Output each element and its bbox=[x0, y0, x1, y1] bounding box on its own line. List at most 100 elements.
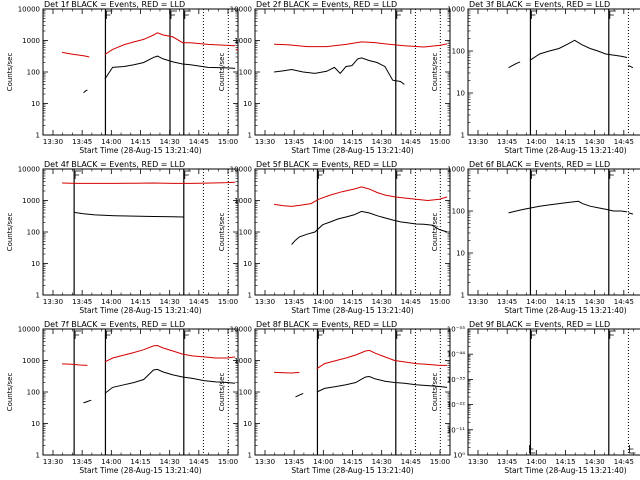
events-series-line bbox=[628, 212, 634, 215]
y-tick-label: 10⁻³³ bbox=[447, 376, 465, 384]
x-tick-label: 13:30 bbox=[255, 138, 275, 146]
y-tick-label: 10 bbox=[243, 420, 252, 428]
x-tick-label: 15:00 bbox=[218, 458, 238, 466]
x-tick-label: 13:45 bbox=[72, 138, 92, 146]
lld-series-line bbox=[286, 49, 309, 57]
x-tick-label: 14:00 bbox=[101, 298, 121, 306]
x-tick-label: 14:00 bbox=[101, 458, 121, 466]
lld-series-line bbox=[62, 181, 236, 184]
y-tick-label: 1 bbox=[36, 132, 40, 140]
marker-flag bbox=[170, 10, 177, 19]
y-tick-label: 10000 bbox=[230, 326, 252, 334]
chart-panel-1: Det 1f BLACK = Events, RED = LLD Counts/s… bbox=[6, 0, 309, 155]
chart-title: Det 7f BLACK = Events, RED = LLD bbox=[44, 320, 185, 329]
x-tick-label: 15:00 bbox=[430, 458, 450, 466]
chart-title: Det 6f BLACK = Events, RED = LLD bbox=[469, 160, 610, 169]
y-tick-label: 10000 bbox=[230, 6, 252, 14]
lld-series-line bbox=[316, 349, 448, 370]
x-tick-label: 14:00 bbox=[313, 298, 333, 306]
events-series-line bbox=[628, 65, 634, 69]
x-tick-label: 14:45 bbox=[614, 458, 634, 466]
chart-title: Det 3f BLACK = Events, RED = LLD bbox=[469, 0, 610, 9]
marker-flag bbox=[74, 330, 82, 339]
y-tick-label: 10⁻⁵⁵ bbox=[447, 326, 465, 334]
y-axis-label: Counts/sec bbox=[6, 373, 14, 412]
x-tick-label: 14:30 bbox=[160, 458, 180, 466]
x-tick-label: 14:00 bbox=[526, 298, 546, 306]
x-tick-label: 13:45 bbox=[497, 298, 517, 306]
lld-series-line bbox=[235, 48, 238, 51]
y-tick-label: 100 bbox=[452, 48, 465, 56]
chart-panel-5: Det 5f BLACK = Events, RED = LLD Counts/s… bbox=[218, 160, 521, 315]
x-tick-label: 14:00 bbox=[313, 138, 333, 146]
x-tick-label: 14:45 bbox=[614, 138, 634, 146]
lld-series-line bbox=[104, 344, 236, 363]
y-tick-label: 100 bbox=[239, 229, 252, 237]
x-tick-label: 14:15 bbox=[555, 298, 575, 306]
y-tick-label: 1000 bbox=[22, 357, 40, 365]
marker-flag bbox=[184, 10, 191, 19]
x-tick-label: 14:15 bbox=[342, 298, 362, 306]
y-tick-label: 10 bbox=[31, 260, 40, 268]
y-tick-label: 100 bbox=[452, 208, 465, 216]
x-tick-label: 14:45 bbox=[189, 458, 209, 466]
x-tick-label: 13:30 bbox=[43, 458, 63, 466]
plot-frame bbox=[42, 168, 239, 296]
x-tick-label: 14:45 bbox=[189, 138, 209, 146]
y-tick-label: 1 bbox=[461, 292, 465, 300]
chart-title: Det 4f BLACK = Events, RED = LLD bbox=[44, 160, 185, 169]
events-series-line bbox=[286, 406, 292, 407]
x-axis-label: Start Time (28-Aug-15 13:21:40) bbox=[79, 146, 201, 155]
events-series-line bbox=[74, 211, 184, 218]
y-tick-label: 10 bbox=[456, 90, 465, 98]
lld-series-line bbox=[498, 203, 521, 207]
y-axis-label: Counts/sec bbox=[431, 53, 439, 92]
x-tick-label: 14:30 bbox=[372, 458, 392, 466]
x-tick-label: 14:15 bbox=[555, 458, 575, 466]
marker-flag bbox=[396, 170, 403, 179]
x-tick-label: 13:30 bbox=[43, 138, 63, 146]
plot-frame bbox=[467, 168, 640, 296]
x-axis-label: Start Time (28-Aug-15 13:21:40) bbox=[79, 306, 201, 315]
x-tick-label: 14:30 bbox=[585, 458, 605, 466]
y-tick-label: 1000 bbox=[234, 357, 252, 365]
x-tick-label: 14:00 bbox=[526, 138, 546, 146]
chart-panel-2: Det 2f BLACK = Events, RED = LLD Counts/s… bbox=[218, 0, 451, 155]
y-tick-label: 10000 bbox=[230, 166, 252, 174]
x-tick-label: 13:45 bbox=[72, 298, 92, 306]
lld-series-line bbox=[286, 364, 309, 367]
x-axis-label: Start Time (28-Aug-15 13:21:40) bbox=[504, 306, 626, 315]
x-tick-label: 15:00 bbox=[218, 298, 238, 306]
events-series-line bbox=[83, 399, 92, 404]
events-series-line bbox=[104, 368, 236, 394]
marker-flag bbox=[74, 170, 82, 179]
y-tick-label: 1000 bbox=[447, 6, 465, 14]
x-tick-label: 14:15 bbox=[130, 138, 150, 146]
plot-frame bbox=[42, 328, 239, 456]
marker-flag bbox=[629, 445, 636, 454]
marker-flag bbox=[529, 445, 536, 454]
y-tick-label: 10000 bbox=[18, 6, 40, 14]
marker-flag bbox=[106, 10, 113, 19]
x-tick-label: 14:45 bbox=[401, 458, 421, 466]
plot-frame bbox=[467, 328, 640, 456]
events-series-line bbox=[529, 39, 628, 61]
marker-flag bbox=[609, 10, 616, 19]
y-axis-label: Counts/sec bbox=[431, 373, 439, 412]
marker-flag bbox=[184, 330, 191, 339]
x-tick-label: 14:15 bbox=[130, 298, 150, 306]
x-tick-label: 14:30 bbox=[372, 138, 392, 146]
y-tick-label: 10⁻²² bbox=[447, 401, 465, 409]
y-tick-label: 100 bbox=[27, 389, 40, 397]
y-tick-label: 100 bbox=[27, 229, 40, 237]
events-series-line bbox=[498, 392, 504, 393]
plot-frame bbox=[254, 328, 451, 456]
x-axis-label: Start Time (28-Aug-15 13:21:40) bbox=[291, 306, 413, 315]
y-tick-label: 10 bbox=[243, 100, 252, 108]
chart-title: Det 9f BLACK = Events, RED = LLD bbox=[469, 320, 610, 329]
chart-panel-4: Det 4f BLACK = Events, RED = LLD Counts/s… bbox=[6, 160, 239, 315]
chart-title: Det 5f BLACK = Events, RED = LLD bbox=[256, 160, 397, 169]
x-tick-label: 13:30 bbox=[255, 458, 275, 466]
y-tick-label: 10⁻¹¹ bbox=[447, 426, 465, 434]
